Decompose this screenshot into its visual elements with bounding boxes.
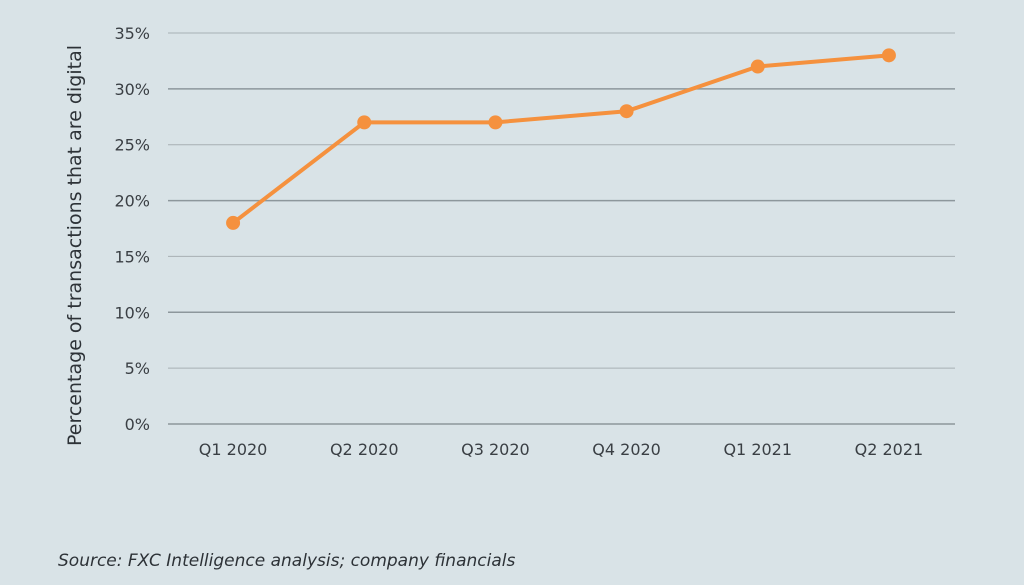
source-note: Source: FXC Intelligence analysis; compa… (58, 551, 516, 571)
y-tick-label: 20% (114, 192, 150, 211)
data-point (488, 115, 503, 130)
x-tick-label: Q2 2020 (330, 440, 399, 459)
series-line (231, 53, 890, 225)
y-tick-label: 25% (114, 136, 150, 155)
y-tick-label: 35% (114, 24, 150, 43)
y-tick-label: 15% (114, 247, 150, 266)
data-point (226, 215, 241, 230)
data-point (881, 48, 896, 63)
y-tick-label: 10% (114, 303, 150, 322)
y-tick-label: 0% (125, 415, 150, 434)
y-tick-label: 30% (114, 80, 150, 99)
y-tick-label: 5% (125, 359, 150, 378)
x-tick-label: Q1 2021 (723, 440, 792, 459)
x-tick-label: Q2 2021 (855, 440, 924, 459)
data-point (750, 59, 765, 74)
y-axis-label: Percentage of transactions that are digi… (64, 45, 86, 446)
x-tick-label: Q4 2020 (592, 440, 661, 459)
data-point (619, 104, 634, 119)
x-tick-label: Q3 2020 (461, 440, 530, 459)
x-tick-label: Q1 2020 (199, 440, 268, 459)
data-point (357, 115, 372, 130)
